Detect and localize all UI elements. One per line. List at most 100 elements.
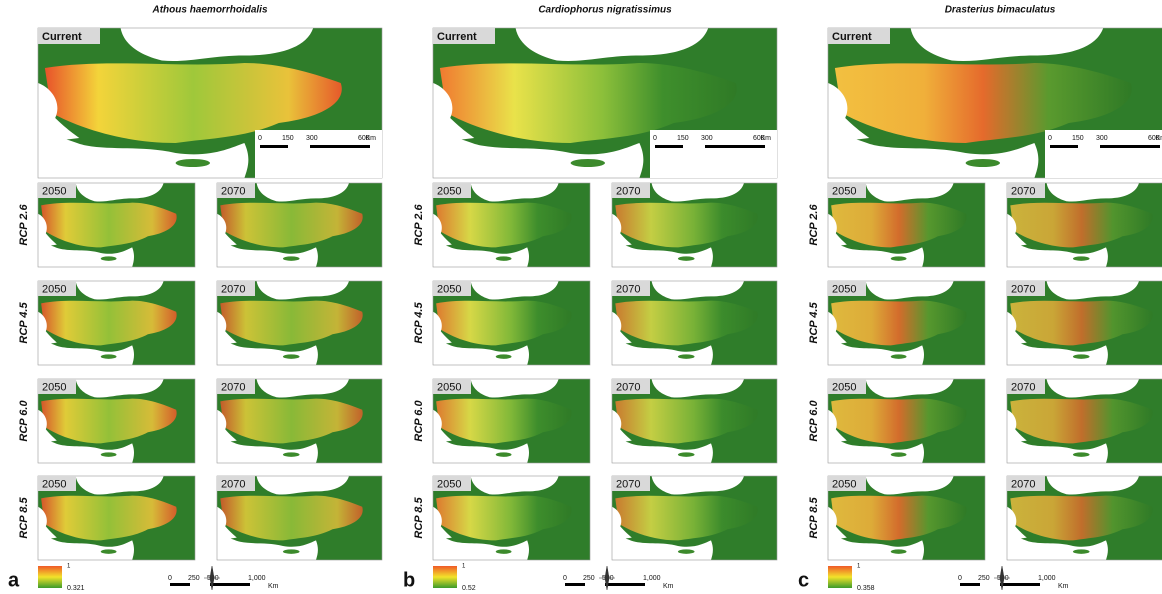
scale-label: 1,000 — [643, 575, 661, 582]
scale-label: Km — [1058, 583, 1069, 590]
map-label: Current — [832, 31, 872, 43]
scale-label: 300 — [306, 135, 318, 142]
scale-label: 150 — [282, 135, 294, 142]
map-label: 2070 — [1011, 283, 1035, 295]
scale-label: 0 — [958, 575, 962, 582]
cyprus — [678, 256, 695, 260]
row-label: RCP 8.5 — [18, 497, 30, 539]
scale-label: 1,000 — [248, 575, 266, 582]
cyprus — [891, 452, 907, 456]
map-label: 2050 — [42, 283, 66, 295]
species-title: Drasterius bimaculatus — [945, 5, 1056, 16]
map-label: 2070 — [616, 478, 640, 490]
cyprus — [496, 354, 512, 358]
cyprus — [176, 159, 210, 167]
cyprus — [101, 354, 117, 358]
cyprus — [1073, 549, 1090, 553]
cyprus — [496, 549, 512, 553]
species-title: Athous haemorrhoidalis — [151, 5, 267, 16]
scale-label: Km — [663, 583, 674, 590]
cyprus — [496, 256, 512, 260]
cyprus — [101, 549, 117, 553]
map-label: 2050 — [832, 185, 856, 197]
scale-label: Km — [761, 135, 772, 142]
row-label: RCP 4.5 — [413, 302, 425, 344]
cyprus — [891, 549, 907, 553]
map-label: Current — [42, 31, 82, 43]
scale-label: 0 — [258, 135, 262, 142]
row-label: RCP 2.6 — [413, 204, 425, 246]
map-label: 2070 — [1011, 185, 1035, 197]
scale-bar — [310, 145, 370, 148]
scale-bar — [260, 145, 288, 148]
legend-max: 1 — [67, 564, 71, 570]
map-label: 2050 — [42, 381, 66, 393]
scale-bar — [1100, 145, 1160, 148]
row-label: RCP 2.6 — [18, 204, 30, 246]
legend-max: 1 — [857, 564, 861, 570]
scale-label: Km — [268, 583, 279, 590]
cyprus — [571, 159, 605, 167]
scale-label: 0 — [1048, 135, 1052, 142]
map-label: 2050 — [42, 185, 66, 197]
scale-bar — [1050, 145, 1078, 148]
north-arrow — [599, 566, 615, 590]
legend-min: 0.321 — [67, 585, 85, 592]
cyprus — [891, 256, 907, 260]
scale-label: 0 — [653, 135, 657, 142]
cyprus — [678, 549, 695, 553]
row-label: RCP 2.6 — [808, 204, 820, 246]
map-label: 2070 — [616, 185, 640, 197]
legend-min: 0.52 — [462, 585, 476, 592]
map-label: 2050 — [832, 283, 856, 295]
panel-letter: b — [403, 569, 415, 591]
legend-max: 1 — [462, 564, 466, 570]
map-label: 2070 — [1011, 478, 1035, 490]
scale-label: 250 — [188, 575, 200, 582]
cyprus — [283, 354, 300, 358]
cyprus — [283, 452, 300, 456]
scale-label: 300 — [1096, 135, 1108, 142]
scale-label: 150 — [677, 135, 689, 142]
map-label: 2070 — [221, 478, 245, 490]
row-label: RCP 4.5 — [808, 302, 820, 344]
cyprus — [1073, 452, 1090, 456]
scale-label: 1,000 — [1038, 575, 1056, 582]
panel-letter: c — [798, 569, 809, 591]
cyprus — [101, 452, 117, 456]
legend-ramp — [828, 566, 852, 588]
map-label: 2070 — [221, 283, 245, 295]
map-label: Current — [437, 31, 477, 43]
cyprus — [283, 549, 300, 553]
scale-bar — [170, 583, 190, 586]
scale-label: 250 — [978, 575, 990, 582]
panel-letter: a — [8, 569, 20, 591]
cyprus — [678, 452, 695, 456]
map-label: 2070 — [1011, 381, 1035, 393]
legend-ramp — [38, 566, 62, 588]
map-label: 2050 — [437, 283, 461, 295]
scale-bar — [960, 583, 980, 586]
map-label: 2070 — [221, 185, 245, 197]
cyprus — [966, 159, 1000, 167]
scale-bar — [565, 583, 585, 586]
legend-min: 0.358 — [857, 585, 875, 592]
cyprus — [891, 354, 907, 358]
scale-label: 0 — [168, 575, 172, 582]
map-label: 2050 — [437, 381, 461, 393]
row-label: RCP 8.5 — [808, 497, 820, 539]
map-label: 2070 — [616, 283, 640, 295]
scale-label: 0 — [563, 575, 567, 582]
scale-label: Km — [366, 135, 377, 142]
cyprus — [283, 256, 300, 260]
cyprus — [101, 256, 117, 260]
row-label: RCP 6.0 — [808, 400, 820, 442]
row-label: RCP 4.5 — [18, 302, 30, 344]
map-label: 2070 — [221, 381, 245, 393]
legend-ramp — [433, 566, 457, 588]
row-label: RCP 8.5 — [413, 497, 425, 539]
row-label: RCP 6.0 — [413, 400, 425, 442]
north-arrow — [994, 566, 1010, 590]
scale-label: 300 — [701, 135, 713, 142]
north-arrow — [204, 566, 220, 590]
